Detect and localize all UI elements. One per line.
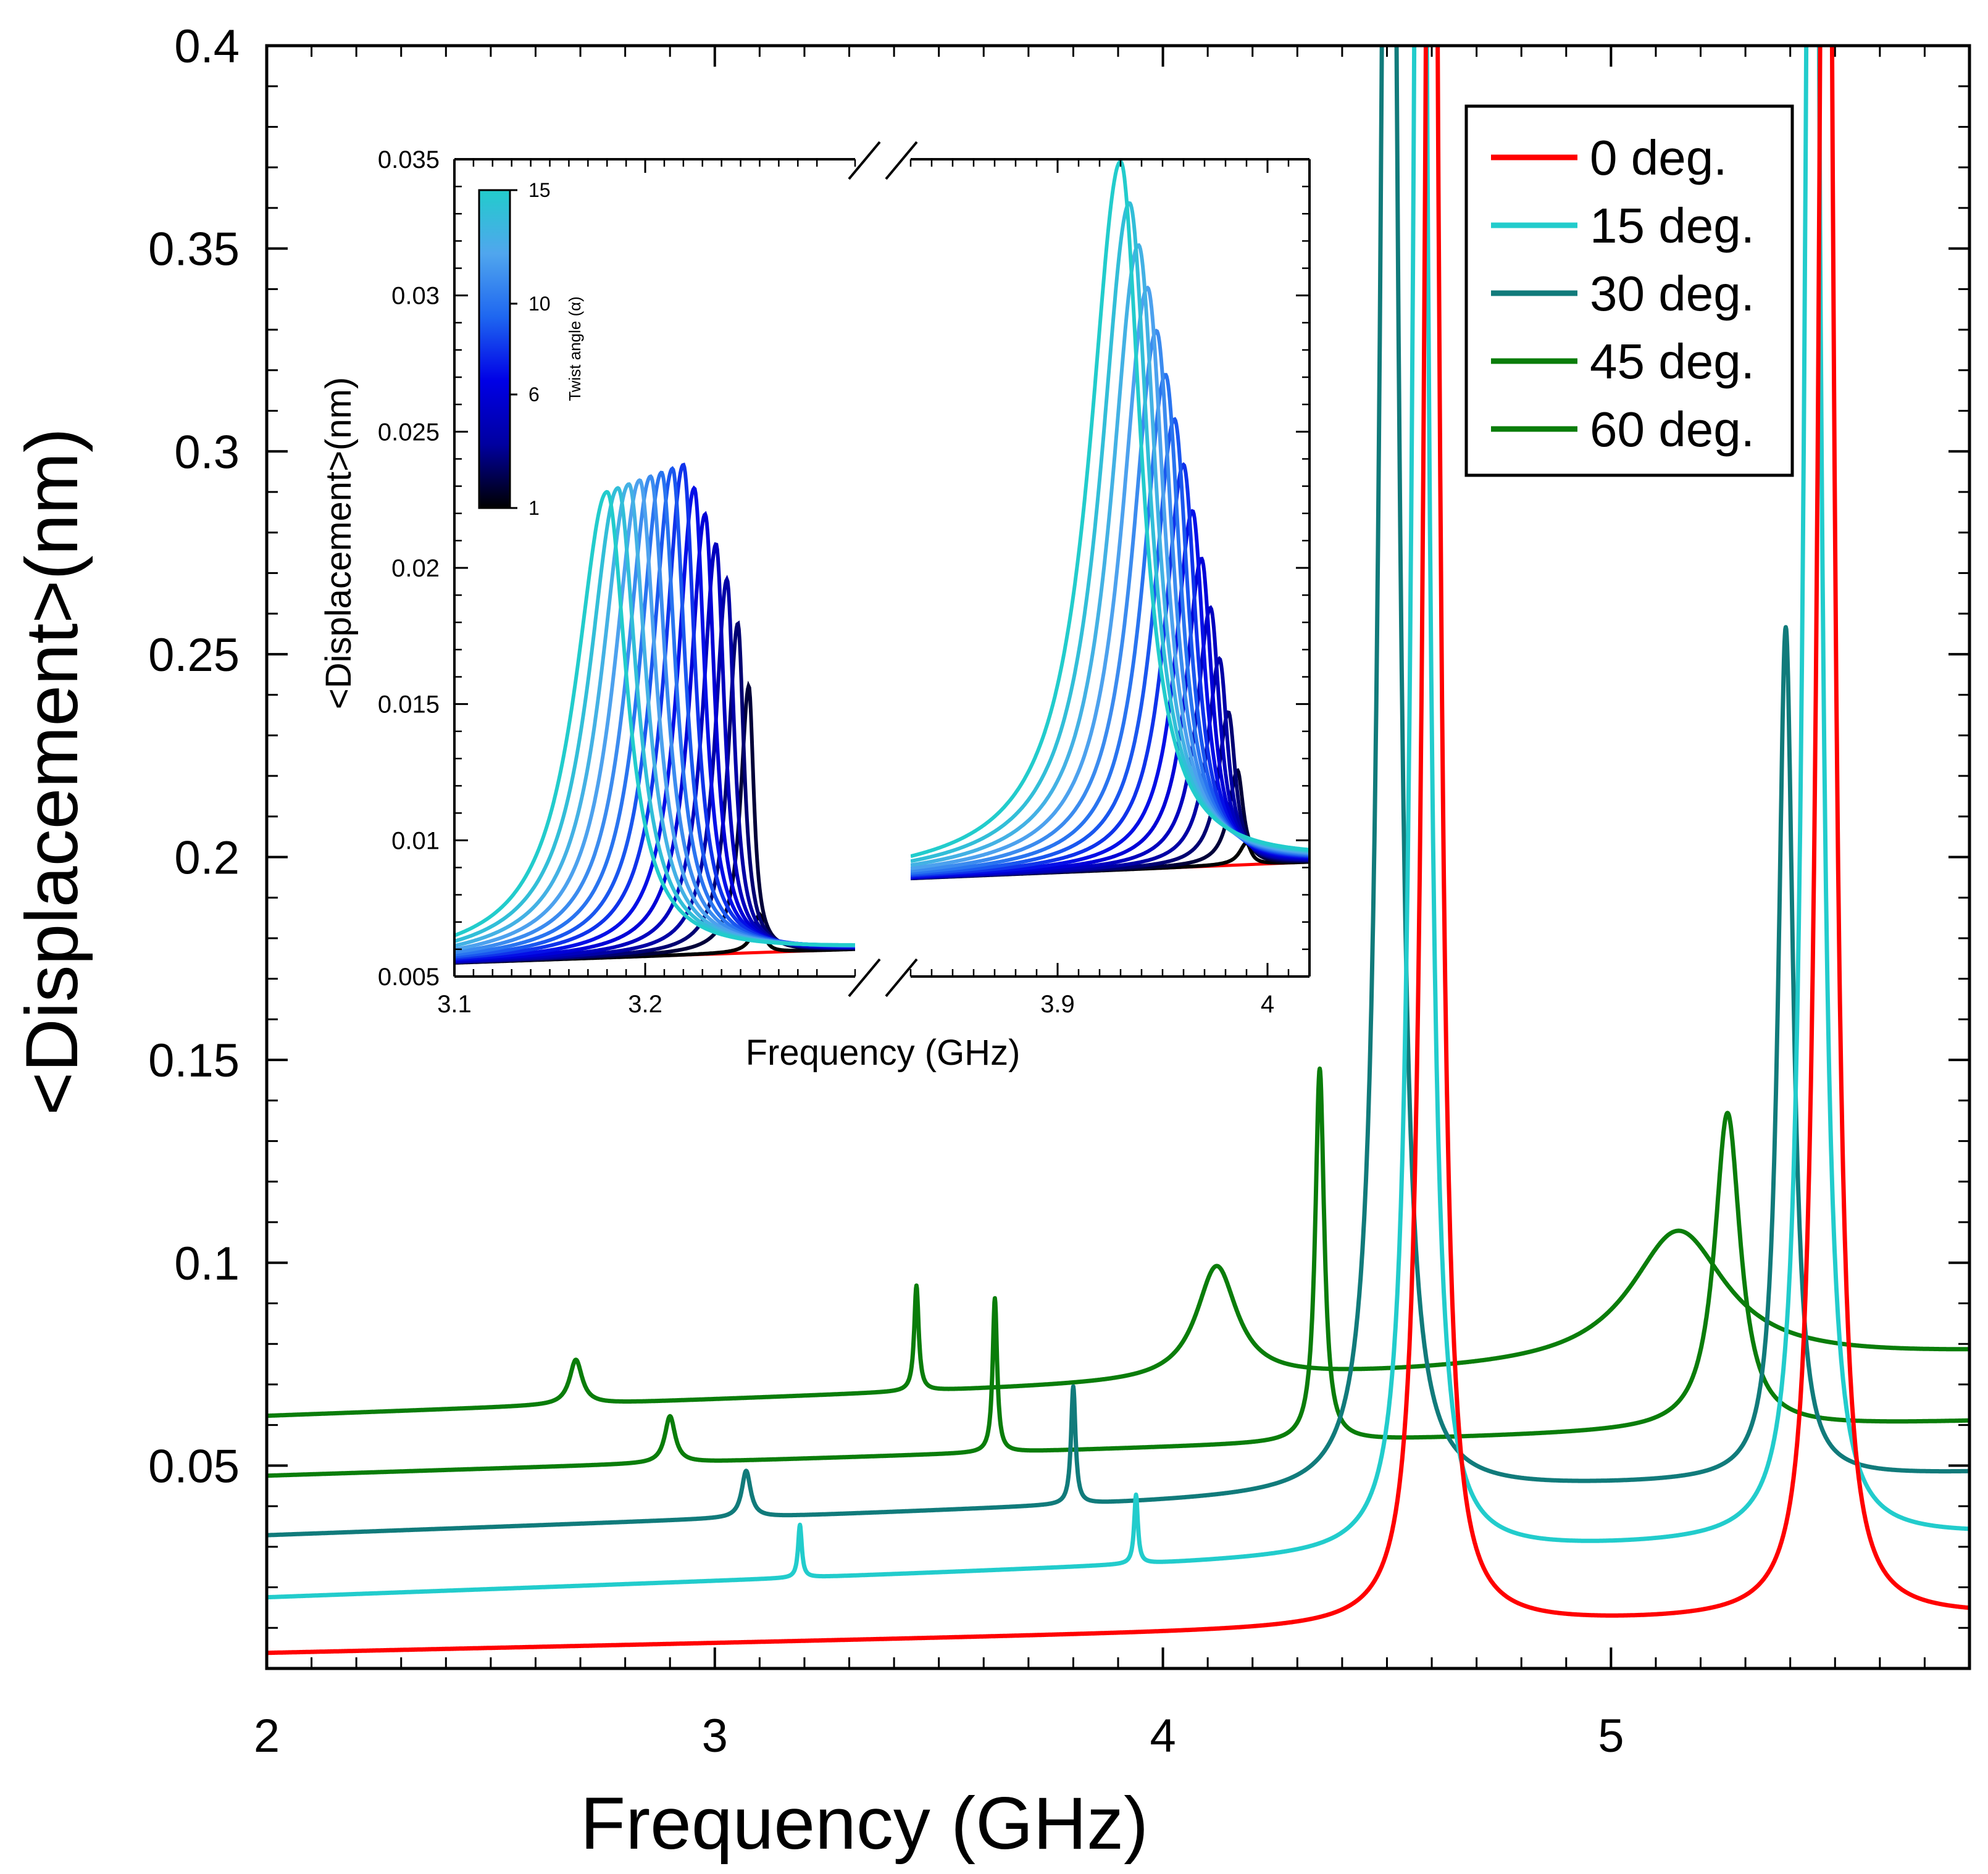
y-tick-label: 0.2 xyxy=(174,832,240,885)
colorbar-gradient xyxy=(478,189,511,509)
inset-y-tick-label: 0.015 xyxy=(378,691,440,718)
legend-label-30-deg: 30 deg. xyxy=(1590,266,1755,321)
y-tick-label: 0.25 xyxy=(148,629,240,681)
inset-x-tick-label: 4 xyxy=(1261,991,1274,1018)
legend-label-0-deg: 0 deg. xyxy=(1590,130,1727,185)
x-tick-label: 3 xyxy=(702,1710,728,1762)
axis-break-mark xyxy=(848,141,881,180)
y-tick-label: 0.15 xyxy=(148,1035,240,1087)
inset-y-tick-label: 0.03 xyxy=(391,283,440,310)
main-series-curves xyxy=(267,46,1969,1655)
legend-label-15-deg: 15 deg. xyxy=(1590,198,1755,253)
colorbar-tick-label: 1 xyxy=(528,497,540,519)
inset-y-tick-label: 0.035 xyxy=(378,146,440,173)
main-axis-ticks: 2 3 4 5 0.05 0.1 0.15 0.2 0.25 0.3 0.35 0.4 xyxy=(148,20,1971,1762)
x-tick-label: 5 xyxy=(1598,1710,1624,1762)
inset-series-curves xyxy=(454,159,1309,965)
colorbar-tick-label: 6 xyxy=(528,383,540,406)
inset-left-segment-curves xyxy=(454,462,855,965)
inset-y-axis-title: <Displacement>(nm) xyxy=(319,377,359,709)
y-tick-label: 0.05 xyxy=(148,1440,240,1493)
inset-x-axis-title: Frequency (GHz) xyxy=(746,1033,1021,1073)
x-tick-label: 4 xyxy=(1150,1710,1176,1762)
inset-axis-ticks: 3.1 3.2 3.9 4 0.005 0.01 0.015 0.02 0.025 0.03 0.0… xyxy=(378,146,1311,1018)
colorbar-ticks: 1 6 10 15 xyxy=(510,179,551,519)
twist-angle-colorbar: 1 6 10 15 Twist angle (α) xyxy=(478,179,584,519)
inset-y-tick-label: 0.025 xyxy=(378,419,440,446)
main-x-axis-title: Frequency (GHz) xyxy=(580,1782,1148,1865)
series-line-15-deg xyxy=(267,46,1969,1600)
inset-y-tick-label: 0.005 xyxy=(378,964,440,991)
inset-plot: 3.1 3.2 3.9 4 0.005 0.01 0.015 0.02 0.025 0.03 0.0… xyxy=(319,141,1311,1073)
axis-break-mark xyxy=(885,141,918,180)
series-line-0-deg xyxy=(267,46,1969,1655)
y-tick-label: 0.3 xyxy=(174,426,240,478)
inset-alpha-curve-right xyxy=(911,159,1309,859)
colorbar-title: Twist angle (α) xyxy=(566,296,584,401)
series-line-45-deg xyxy=(267,1066,1969,1478)
inset-right-segment-curves xyxy=(911,159,1309,881)
inset-alpha-curve-left xyxy=(454,489,855,947)
axis-break-mark xyxy=(848,958,881,997)
inset-y-tick-label: 0.02 xyxy=(391,555,440,582)
inset-x-tick-label: 3.2 xyxy=(628,991,662,1018)
inset-plot-frame xyxy=(453,141,1311,997)
x-tick-label: 2 xyxy=(254,1710,280,1762)
inset-x-tick-label: 3.1 xyxy=(437,991,472,1018)
inset-y-tick-label: 0.01 xyxy=(391,827,440,854)
legend-label-60-deg: 60 deg. xyxy=(1590,402,1755,457)
colorbar-tick-label: 10 xyxy=(528,293,551,315)
series-line-60-deg xyxy=(267,1228,1969,1418)
legend-label-45-deg: 45 deg. xyxy=(1590,334,1755,389)
axis-break-mark xyxy=(885,958,918,997)
legend: 0 deg. 15 deg. 30 deg. 45 deg. 60 deg. xyxy=(1464,104,1794,477)
y-tick-label: 0.35 xyxy=(148,223,240,276)
inset-x-tick-label: 3.9 xyxy=(1040,991,1075,1018)
y-tick-label: 0.4 xyxy=(174,20,240,73)
colorbar-tick-label: 15 xyxy=(528,179,551,201)
series-line-30-deg xyxy=(267,46,1969,1538)
main-plot-frame xyxy=(265,44,1971,1670)
y-tick-label: 0.1 xyxy=(174,1238,240,1290)
main-y-axis-title: <Displacement>(nm) xyxy=(10,428,93,1115)
